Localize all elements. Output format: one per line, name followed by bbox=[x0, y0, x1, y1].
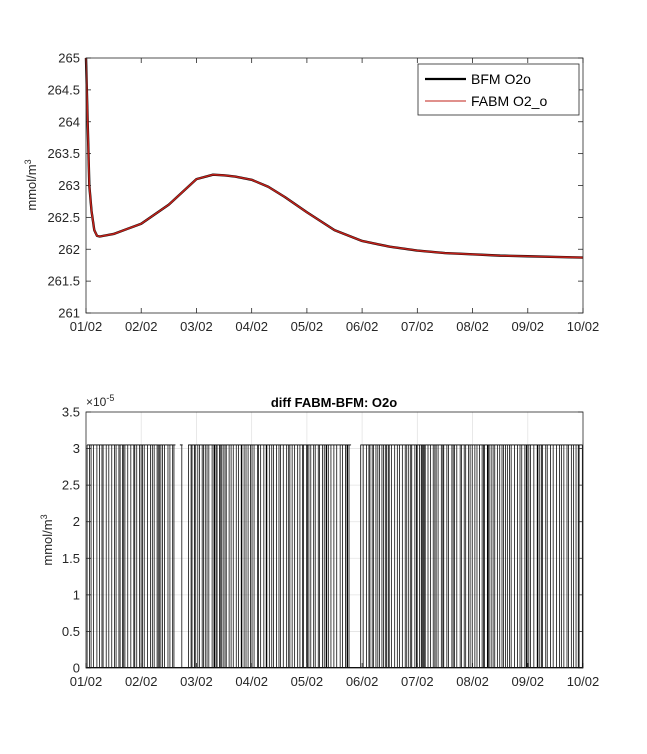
bottom-exponent-label: ×10-5 bbox=[86, 393, 114, 409]
top-x-tick-label: 10/02 bbox=[567, 319, 600, 334]
bottom-y-tick-label: 3 bbox=[73, 441, 80, 456]
bottom-x-tick-label: 01/02 bbox=[70, 674, 103, 689]
top-y-tick-label: 262.5 bbox=[47, 210, 80, 225]
top-x-tick-label: 06/02 bbox=[346, 319, 379, 334]
top-x-tick-label: 04/02 bbox=[235, 319, 268, 334]
bottom-x-tick-label: 07/02 bbox=[401, 674, 434, 689]
legend-label-bfm: BFM O2o bbox=[471, 71, 531, 87]
bottom-chart-panel: 0 0.5 1 1.5 2 2.5 3 3.5 01/02 02/02 03/02 04/02 05/… bbox=[39, 393, 599, 689]
bottom-x-tick-label: 02/02 bbox=[125, 674, 158, 689]
bottom-x-tick-label: 04/02 bbox=[235, 674, 268, 689]
top-x-tick-label: 09/02 bbox=[512, 319, 545, 334]
top-x-tick-label: 05/02 bbox=[291, 319, 324, 334]
bottom-x-tick-label: 08/02 bbox=[456, 674, 489, 689]
diff-signal-verticals bbox=[86, 444, 583, 668]
top-x-tick-label: 03/02 bbox=[180, 319, 213, 334]
top-y-tick-label: 261.5 bbox=[47, 274, 80, 289]
top-x-ticks: 01/02 02/02 03/02 04/02 05/02 06/02 07/02 08/02… bbox=[70, 58, 600, 334]
top-y-tick-label: 263 bbox=[58, 178, 80, 193]
top-y-tick-label: 261 bbox=[58, 306, 80, 321]
top-x-tick-label: 01/02 bbox=[70, 319, 103, 334]
bottom-y-tick-label: 2 bbox=[73, 514, 80, 529]
bottom-y-tick-label: 2.5 bbox=[62, 478, 80, 493]
bottom-x-tick-label: 09/02 bbox=[512, 674, 545, 689]
bottom-x-tick-label: 05/02 bbox=[291, 674, 324, 689]
top-chart-panel: 261 261.5 262 262.5 263 263.5 264 264.5 265 01/0… bbox=[23, 51, 599, 335]
top-series-lines bbox=[84, 57, 584, 259]
top-axes-box bbox=[85, 57, 584, 314]
top-x-tick-label: 07/02 bbox=[401, 319, 434, 334]
legend-box bbox=[417, 63, 580, 116]
bottom-plot-area bbox=[86, 412, 583, 668]
bottom-axes-box bbox=[85, 411, 584, 669]
bottom-y-tick-label: 0.5 bbox=[62, 624, 80, 639]
bottom-y-tick-label: 1.5 bbox=[62, 551, 80, 566]
top-x-tick-label: 08/02 bbox=[456, 319, 489, 334]
top-x-tick-label: 02/02 bbox=[125, 319, 158, 334]
top-y-tick-label: 265 bbox=[58, 51, 80, 66]
bottom-x-tick-label: 06/02 bbox=[346, 674, 379, 689]
bottom-x-tick-label: 10/02 bbox=[567, 674, 600, 689]
bottom-x-tick-label: 03/02 bbox=[180, 674, 213, 689]
bottom-y-ticks: 0 0.5 1 1.5 2 2.5 3 3.5 bbox=[62, 405, 583, 676]
top-y-tick-label: 264 bbox=[58, 114, 80, 129]
bottom-x-ticks: 01/02 02/02 03/02 04/02 05/02 06/02 07/02 08/02… bbox=[70, 663, 600, 689]
series-line-fabm-o2-o bbox=[85, 57, 584, 259]
bottom-y-tick-label: 3.5 bbox=[62, 405, 80, 420]
legend-label-fabm: FABM O2_o bbox=[471, 93, 547, 109]
bottom-y-axis-label: mmol/m3 bbox=[39, 514, 55, 565]
legend: BFM O2o FABM O2_o bbox=[417, 63, 580, 116]
top-y-tick-label: 264.5 bbox=[47, 82, 80, 97]
bottom-y-tick-label: 0 bbox=[73, 661, 80, 676]
bottom-diff-signal bbox=[86, 444, 583, 668]
bottom-chart-title: diff FABM-BFM: O2o bbox=[271, 395, 397, 410]
top-y-tick-label: 263.5 bbox=[47, 146, 80, 161]
top-y-tick-label: 262 bbox=[58, 242, 80, 257]
bottom-y-tick-label: 1 bbox=[73, 587, 80, 602]
top-y-axis-label: mmol/m3 bbox=[23, 159, 39, 210]
top-y-ticks: 261 261.5 262 262.5 263 263.5 264 264.5 265 bbox=[47, 51, 583, 321]
